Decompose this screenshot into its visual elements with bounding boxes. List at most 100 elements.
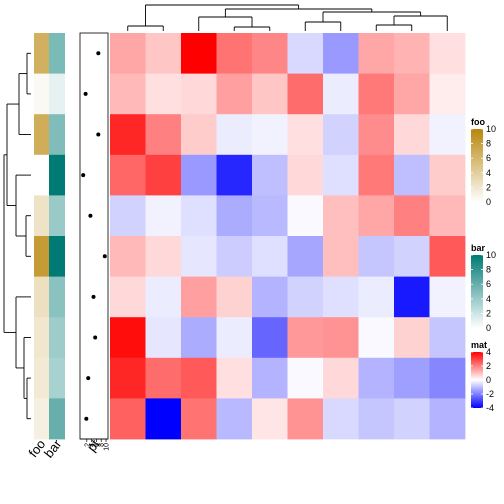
pt-axis-tick-label: 4 (89, 443, 96, 447)
heatmap-cell (323, 357, 359, 399)
heatmap-cell (145, 276, 182, 318)
heatmap-body (110, 33, 466, 440)
bar-annotation-cell (49, 154, 65, 196)
heatmap-cell (394, 357, 430, 399)
legend-tick-label: 4 (486, 347, 491, 357)
heatmap-cell (181, 357, 217, 399)
bar-annotation-cell (49, 398, 65, 440)
column-dendrogram (127, 4, 448, 31)
legend-tick-label: 8 (486, 265, 491, 275)
heatmap-cell (216, 398, 253, 440)
heatmap-cell (145, 73, 182, 115)
pt-point (84, 416, 89, 421)
row-dendrogram (3, 52, 31, 420)
heatmap-cell (145, 195, 182, 237)
pt-point (96, 51, 101, 56)
heatmap-cell (394, 73, 430, 115)
bar-annotation-label: bar (41, 436, 65, 461)
heatmap-cell (145, 33, 182, 74)
bar-annotation-cell (49, 236, 65, 277)
foo-annotation-cell (34, 236, 49, 277)
heatmap-cell (394, 317, 430, 359)
heatmap-cell (394, 398, 430, 440)
heatmap-cell (145, 154, 182, 196)
heatmap-cell (394, 33, 430, 74)
heatmap-cell (287, 276, 324, 318)
heatmap-cell (429, 317, 466, 359)
heatmap-cell (429, 154, 466, 196)
pt-point (83, 91, 88, 96)
heatmap-cell (110, 33, 146, 74)
legend-title-mat: mat (471, 340, 487, 350)
heatmap-cell (323, 33, 359, 74)
heatmap-cell (252, 114, 288, 156)
pt-axis-tick-label: 2 (84, 443, 91, 447)
heatmap-cell (358, 154, 395, 196)
heatmap-cell (287, 33, 324, 74)
heatmap-cell (358, 33, 395, 74)
legend-tick-label: 2 (486, 182, 491, 192)
heatmap-cell (145, 236, 182, 277)
legend-colorbar-foo (471, 129, 483, 202)
heatmap-cell (429, 33, 466, 74)
heatmap-cell (216, 73, 253, 115)
heatmap-cell (216, 154, 253, 196)
heatmap-cell (216, 195, 253, 237)
heatmap-cell (323, 195, 359, 237)
heatmap-cell (429, 276, 466, 318)
heatmap-cell (181, 236, 217, 277)
legend-tick-label: -4 (486, 403, 494, 413)
heatmap-cell (358, 73, 395, 115)
heatmap-cell (358, 317, 395, 359)
heatmap-cell (252, 276, 288, 318)
legend-title-foo: foo (471, 117, 485, 127)
heatmap-cell (323, 73, 359, 115)
heatmap-cell (287, 114, 324, 156)
heatmap-cell (287, 154, 324, 196)
heatmap-cell (110, 236, 146, 277)
heatmap-cell (358, 195, 395, 237)
pt-point (93, 335, 98, 340)
legend-tick-label: 10 (486, 124, 496, 134)
legend-tick-label: 6 (486, 153, 491, 163)
heatmap-cell (287, 236, 324, 277)
pt-point (88, 213, 93, 218)
heatmap-cell (252, 236, 288, 277)
foo-annotation-cell (34, 114, 49, 156)
legend-tick-label: 2 (486, 308, 491, 318)
pt-point (96, 132, 101, 137)
heatmap-cell (287, 357, 324, 399)
heatmap-cell (252, 357, 288, 399)
heatmap-cell (252, 398, 288, 440)
legend-tick-label: 4 (486, 294, 491, 304)
foo-annotation-column (34, 33, 49, 440)
legend-tick-label: 8 (486, 139, 491, 149)
heatmap-cell (358, 114, 395, 156)
heatmap-cell (358, 276, 395, 318)
pt-point (86, 376, 91, 381)
heatmap-cell (181, 154, 217, 196)
bar-annotation-cell (49, 33, 65, 74)
heatmap-cell (323, 317, 359, 359)
pt-axis-tick-label: 8 (99, 443, 106, 447)
heatmap-cell (145, 114, 182, 156)
heatmap-cell (110, 154, 146, 196)
legend-colorbar-mat (471, 352, 483, 408)
bar-annotation-cell (49, 317, 65, 359)
heatmap-cell (394, 195, 430, 237)
heatmap-cell (145, 317, 182, 359)
heatmap-cell (181, 398, 217, 440)
heatmap-cell (110, 73, 146, 115)
heatmap-cell (358, 398, 395, 440)
heatmap-cell (323, 154, 359, 196)
heatmap-cell (323, 276, 359, 318)
heatmap-cell (252, 317, 288, 359)
pt-point (102, 254, 107, 259)
heatmap-cell (394, 236, 430, 277)
legend-tick-label: 2 (486, 361, 491, 371)
heatmap-cell (216, 236, 253, 277)
heatmap-cell (429, 114, 466, 156)
heatmap-cell (252, 154, 288, 196)
